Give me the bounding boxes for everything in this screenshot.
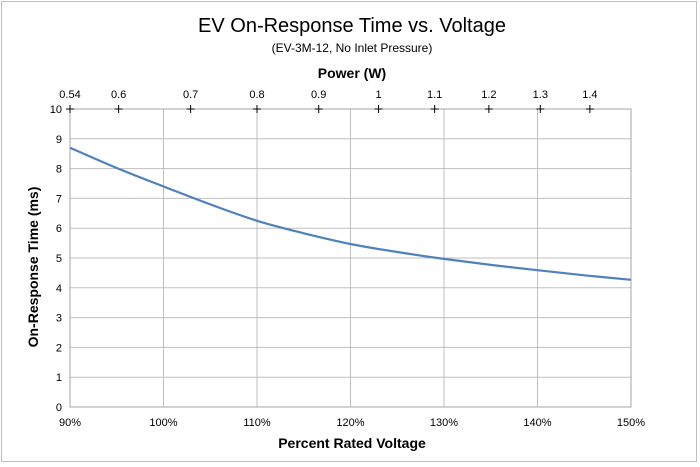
y-tick-label: 0	[56, 402, 62, 414]
top-tick-label: 1.1	[427, 89, 442, 101]
top-tick-label: 1.3	[533, 89, 548, 101]
y-tick-label: 5	[56, 253, 62, 265]
x-tick-label: 130%	[430, 417, 458, 429]
x-tick-label: 120%	[336, 417, 364, 429]
y-tick-label: 10	[50, 104, 62, 116]
chart-subtitle: (EV-3M-12, No Inlet Pressure)	[272, 41, 433, 55]
top-tick-label: 0.7	[183, 89, 198, 101]
y-axis-title: On-Response Time (ms)	[25, 187, 41, 348]
x-axis-title: Percent Rated Voltage	[278, 435, 426, 451]
chart-title: EV On-Response Time vs. Voltage	[198, 15, 506, 37]
y-tick-label: 1	[56, 372, 62, 384]
top-tick-label: 0.54	[59, 89, 80, 101]
top-axis-title: Power (W)	[318, 65, 386, 81]
top-tick-label: 0.8	[249, 89, 264, 101]
x-tick-label: 110%	[243, 417, 271, 429]
top-tick-label: 1	[375, 89, 381, 101]
y-tick-label: 8	[56, 164, 62, 176]
y-tick-label: 3	[56, 313, 62, 325]
x-tick-label: 150%	[617, 417, 645, 429]
series-layer	[69, 146, 632, 281]
axis-layer: 0 1 2 3 4 5 6 7 8 9 10 90% 100% 110% 120% 130% 140% 150% 0…	[50, 89, 646, 429]
x-tick-label: 140%	[523, 417, 551, 429]
plot-area-border	[69, 108, 632, 408]
grid-layer	[69, 108, 632, 408]
x-tick-label: 90%	[59, 417, 81, 429]
y-tick-label: 6	[56, 223, 62, 235]
series-line	[69, 146, 632, 281]
y-tick-label: 4	[56, 283, 62, 295]
y-tick-label: 9	[56, 134, 62, 146]
x-tick-label: 100%	[149, 417, 177, 429]
top-tick-label: 0.9	[311, 89, 326, 101]
top-tick-label: 0.6	[111, 89, 126, 101]
y-tick-label: 7	[56, 193, 62, 205]
y-tick-label: 2	[56, 342, 62, 354]
top-tick-label: 1.4	[582, 89, 597, 101]
top-tick-label: 1.2	[481, 89, 496, 101]
